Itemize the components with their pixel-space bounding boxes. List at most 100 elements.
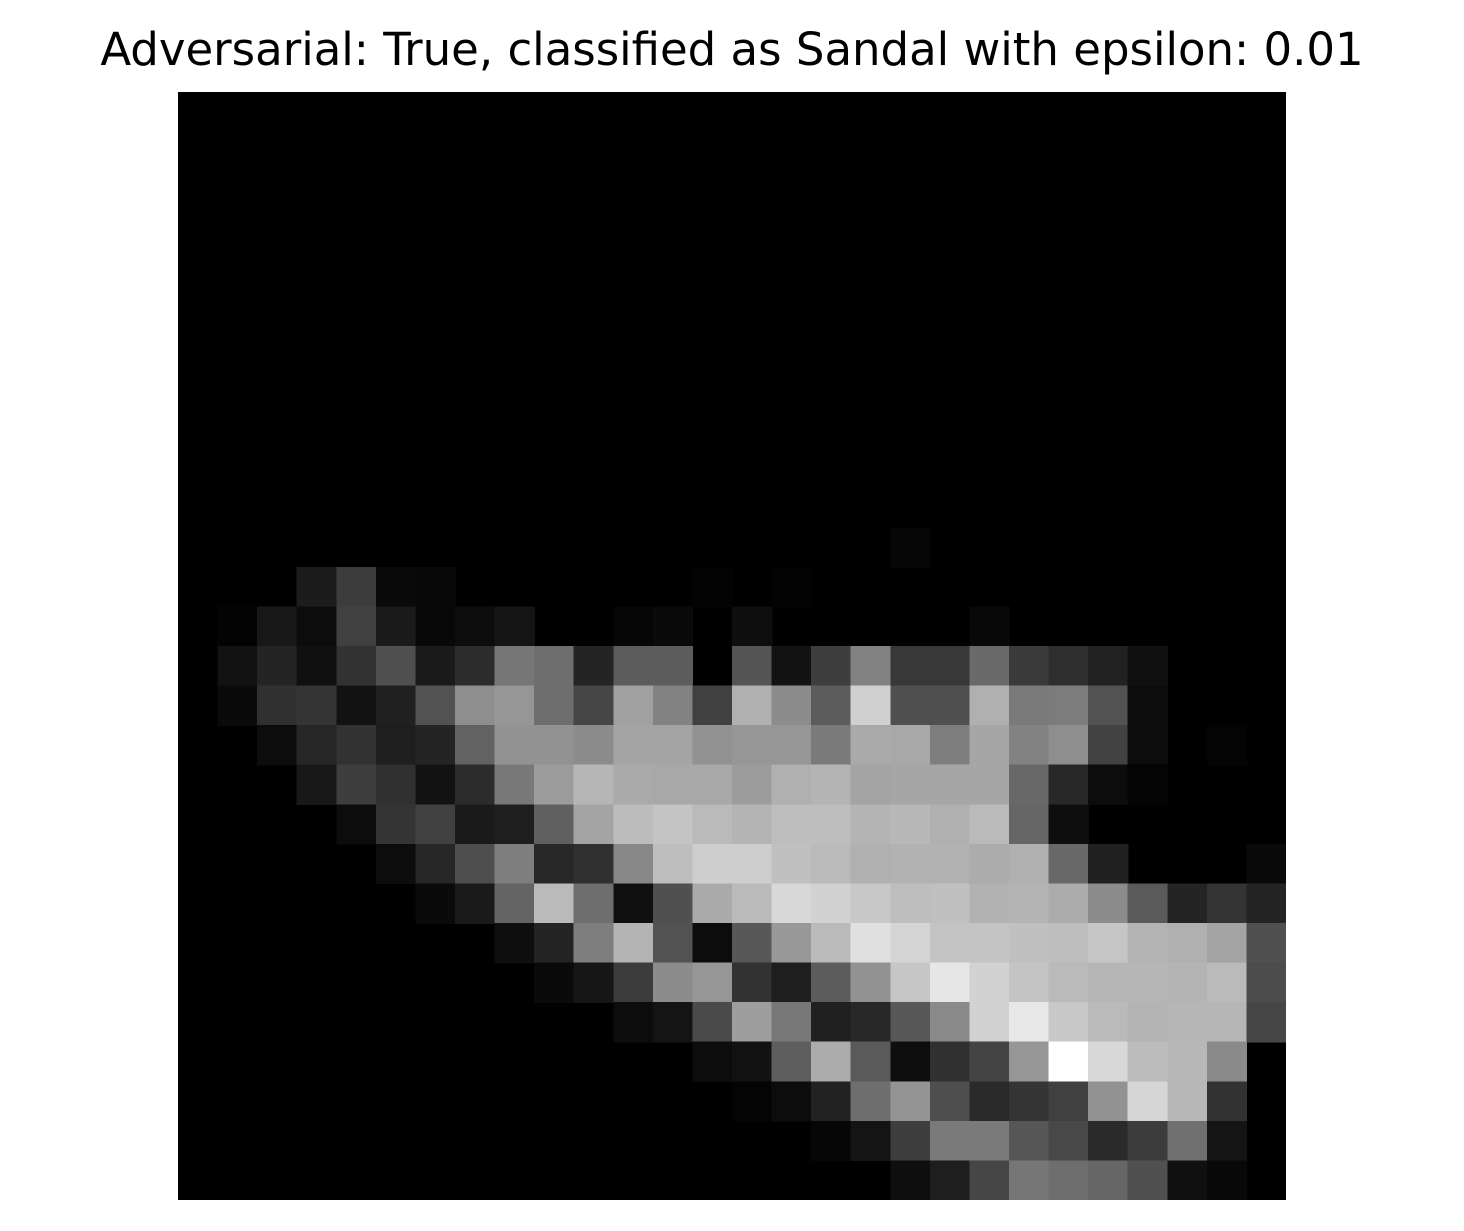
pixel xyxy=(494,843,535,885)
pixel xyxy=(1009,1160,1050,1200)
pixel xyxy=(455,646,496,687)
pixel xyxy=(1246,843,1286,885)
pixel xyxy=(771,725,812,766)
pixel xyxy=(1206,1160,1248,1200)
pixel xyxy=(850,725,892,766)
pixel xyxy=(811,764,852,806)
pixel xyxy=(890,725,931,766)
pixel xyxy=(929,1120,971,1162)
pixel xyxy=(1088,725,1129,766)
pixel xyxy=(929,1002,971,1043)
pixel xyxy=(455,883,496,924)
pixel xyxy=(494,923,535,964)
pixel xyxy=(1206,1002,1248,1043)
pixel xyxy=(375,685,417,726)
pixel xyxy=(969,843,1010,885)
pixel xyxy=(296,725,338,766)
pixel xyxy=(494,883,535,924)
pixel xyxy=(811,1120,852,1162)
pixel xyxy=(1088,1160,1129,1200)
pixel xyxy=(1206,1081,1248,1122)
pixel xyxy=(1048,1041,1089,1083)
pixel xyxy=(455,606,496,647)
pixel xyxy=(573,804,615,845)
pixel xyxy=(652,606,694,647)
figure-title: Adversarial: True, classified as Sandal … xyxy=(100,23,1364,76)
pixel xyxy=(257,646,298,687)
pixel xyxy=(1246,883,1286,924)
pixel xyxy=(850,685,892,726)
pixel xyxy=(1048,764,1089,806)
pixel xyxy=(969,1081,1010,1122)
pixel xyxy=(771,685,812,726)
pixel xyxy=(455,725,496,766)
pixel xyxy=(969,1120,1010,1162)
pixel xyxy=(890,1081,931,1122)
pixel xyxy=(811,646,852,687)
pixel xyxy=(890,764,931,806)
pixel xyxy=(1009,1002,1050,1043)
pixel xyxy=(1127,1081,1169,1122)
pixel xyxy=(613,923,654,964)
pixel xyxy=(573,764,615,806)
pixel xyxy=(455,764,496,806)
pixel xyxy=(652,843,694,885)
pixel xyxy=(1127,1041,1169,1083)
pixel xyxy=(811,1081,852,1122)
pixel xyxy=(1127,685,1169,726)
pixel xyxy=(771,883,812,924)
pixel xyxy=(771,804,812,845)
pixel xyxy=(534,923,575,964)
pixel xyxy=(415,685,456,726)
pixel xyxy=(1048,883,1089,924)
pixel xyxy=(1048,685,1089,726)
pixel xyxy=(1206,962,1248,1003)
pixel xyxy=(1127,764,1169,806)
pixel xyxy=(1009,764,1050,806)
pixel xyxy=(969,1002,1010,1043)
pixel xyxy=(336,606,377,647)
pixel xyxy=(1127,1002,1169,1043)
pixel xyxy=(929,804,971,845)
pixel xyxy=(811,1002,852,1043)
pixel xyxy=(1246,923,1286,964)
pixel xyxy=(1167,883,1208,924)
pixel xyxy=(811,804,852,845)
pixel xyxy=(850,923,892,964)
pixel xyxy=(850,1081,892,1122)
pixel xyxy=(890,527,931,568)
pixel xyxy=(534,843,575,885)
pixel xyxy=(850,1120,892,1162)
pixel xyxy=(811,962,852,1003)
pixel xyxy=(692,1041,733,1083)
pixel xyxy=(652,804,694,845)
pixel xyxy=(375,843,417,885)
pixel xyxy=(771,566,812,608)
pixel xyxy=(811,923,852,964)
pixel xyxy=(296,646,338,687)
pixel xyxy=(771,646,812,687)
pixel xyxy=(732,1041,773,1083)
pixel xyxy=(850,1041,892,1083)
pixel xyxy=(1088,962,1129,1003)
pixel xyxy=(455,685,496,726)
pixel xyxy=(850,883,892,924)
pixel xyxy=(890,843,931,885)
pixel xyxy=(1088,1041,1129,1083)
pixel xyxy=(1009,685,1050,726)
pixel xyxy=(850,764,892,806)
pixel xyxy=(613,685,654,726)
pixel xyxy=(850,843,892,885)
pixel xyxy=(732,685,773,726)
pixel xyxy=(415,606,456,647)
pixel xyxy=(929,1160,971,1200)
pixel xyxy=(890,1120,931,1162)
pixel xyxy=(732,883,773,924)
pixel xyxy=(890,1002,931,1043)
pixel xyxy=(890,804,931,845)
pixel xyxy=(415,843,456,885)
pixel xyxy=(375,606,417,647)
pixel xyxy=(1206,725,1248,766)
pixel xyxy=(613,1002,654,1043)
pixel xyxy=(692,923,733,964)
